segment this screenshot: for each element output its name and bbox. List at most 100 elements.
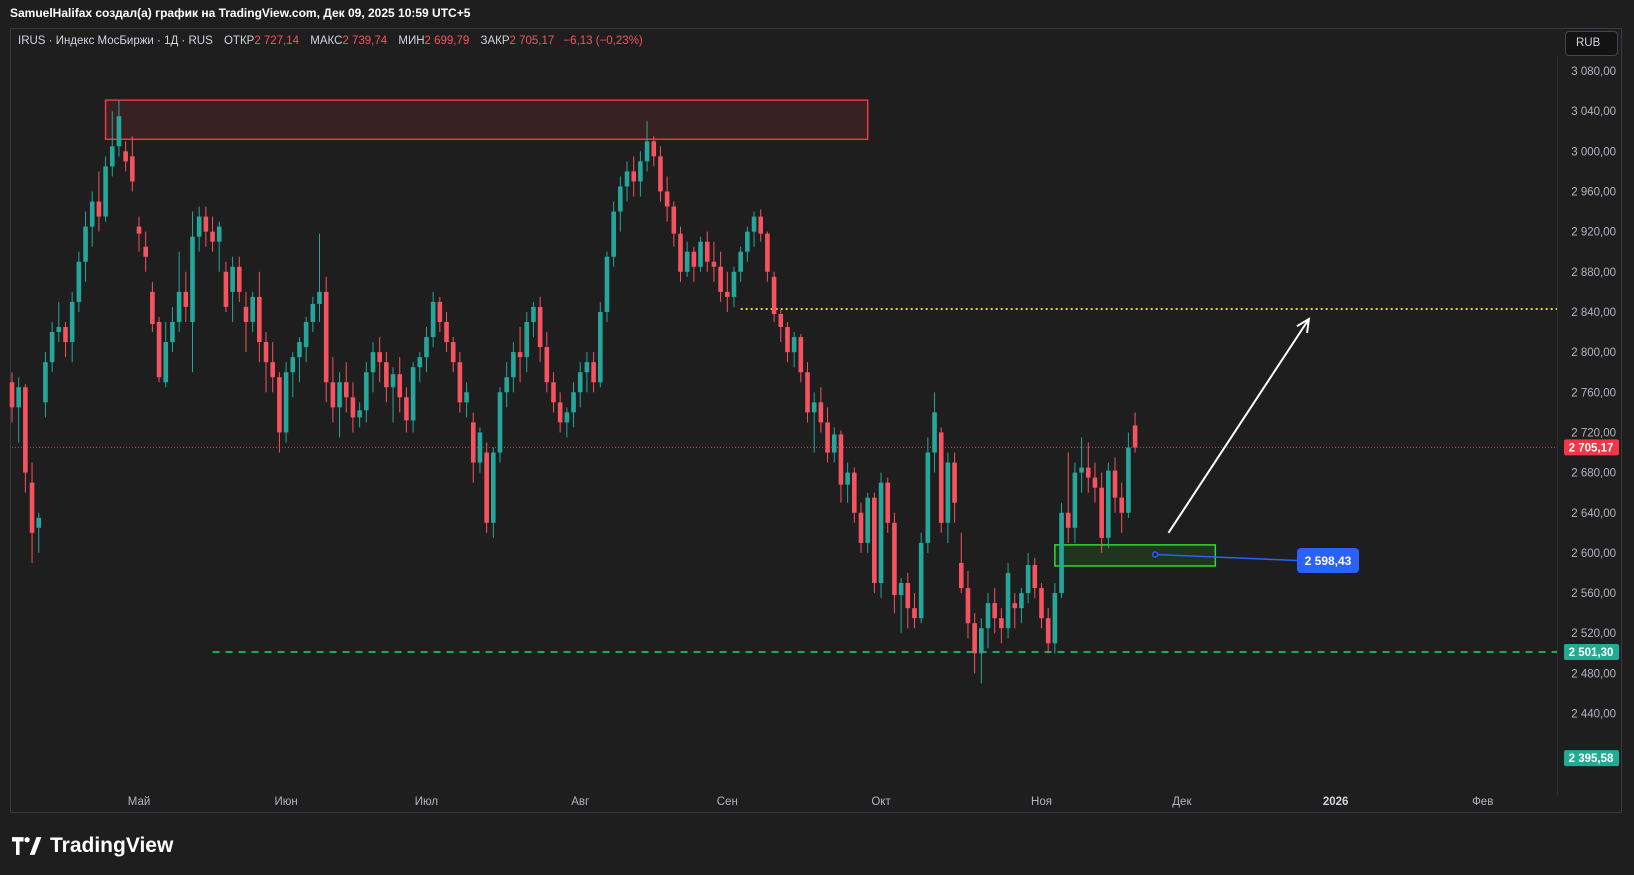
candle-body[interactable] <box>938 432 944 523</box>
candle-body[interactable] <box>384 362 389 388</box>
candle-body[interactable] <box>9 382 15 408</box>
candle-body[interactable] <box>56 327 62 333</box>
candle-body[interactable] <box>410 367 416 421</box>
candle-body[interactable] <box>156 322 162 378</box>
candle-body[interactable] <box>958 562 964 589</box>
candle-body[interactable] <box>577 372 583 393</box>
candle-body[interactable] <box>564 412 570 423</box>
candle-body[interactable] <box>831 434 837 453</box>
candle-body[interactable] <box>136 226 142 234</box>
candle-body[interactable] <box>912 608 917 619</box>
candle-body[interactable] <box>444 322 449 343</box>
candle-body[interactable] <box>704 241 710 262</box>
candle-body[interactable] <box>557 402 563 423</box>
candle-body[interactable] <box>210 231 215 242</box>
candle-body[interactable] <box>1019 593 1024 609</box>
candle-body[interactable] <box>190 236 195 322</box>
candle-body[interactable] <box>236 266 242 292</box>
candle-body[interactable] <box>36 517 42 528</box>
candle-body[interactable] <box>745 231 750 252</box>
candle-body[interactable] <box>631 171 637 182</box>
candle-body[interactable] <box>878 482 884 584</box>
candle-body[interactable] <box>330 382 336 408</box>
candle-body[interactable] <box>317 291 322 304</box>
candle-body[interactable] <box>116 116 122 147</box>
candle-body[interactable] <box>1106 470 1111 538</box>
candle-body[interactable] <box>758 216 764 234</box>
candle-body[interactable] <box>905 583 911 609</box>
candle-body[interactable] <box>16 387 21 408</box>
candle-body[interactable] <box>818 402 824 423</box>
candle-body[interactable] <box>537 306 543 348</box>
candle-body[interactable] <box>390 374 396 388</box>
candle-body[interactable] <box>731 271 737 297</box>
candle-body[interactable] <box>885 482 891 523</box>
candle-body[interactable] <box>257 296 262 343</box>
candle-body[interactable] <box>624 171 630 187</box>
candle-body[interactable] <box>658 156 663 192</box>
candle-body[interactable] <box>825 422 830 453</box>
candle-body[interactable] <box>845 472 850 485</box>
candle-body[interactable] <box>1052 593 1058 644</box>
candle-body[interactable] <box>1099 487 1104 538</box>
candle-body[interactable] <box>303 322 309 348</box>
candle-body[interactable] <box>23 387 28 473</box>
candle-body[interactable] <box>918 542 924 619</box>
candle-body[interactable] <box>491 452 496 523</box>
candle-body[interactable] <box>277 377 282 433</box>
candle-body[interactable] <box>29 482 35 533</box>
candle-body[interactable] <box>591 362 596 383</box>
candle-body[interactable] <box>524 322 530 358</box>
candle-body[interactable] <box>1072 472 1078 528</box>
candle-body[interactable] <box>223 271 229 307</box>
candle-body[interactable] <box>109 146 115 167</box>
candle-body[interactable] <box>69 301 75 343</box>
candle-body[interactable] <box>430 301 436 338</box>
candle-body[interactable] <box>43 362 48 403</box>
candle-body[interactable] <box>638 161 643 182</box>
candle-body[interactable] <box>1039 588 1044 619</box>
candle-body[interactable] <box>551 382 556 403</box>
candle-body[interactable] <box>898 583 904 596</box>
projection-arrow[interactable] <box>1167 318 1310 534</box>
candle-body[interactable] <box>424 337 429 358</box>
candle-body[interactable] <box>865 497 870 543</box>
candle-body[interactable] <box>96 201 102 217</box>
candle-body[interactable] <box>123 151 128 162</box>
candle-body[interactable] <box>1132 425 1138 448</box>
candle-body[interactable] <box>230 266 235 292</box>
candle-body[interactable] <box>584 362 590 373</box>
candle-body[interactable] <box>143 246 148 257</box>
candle-body[interactable] <box>1119 497 1125 513</box>
candle-body[interactable] <box>216 226 222 242</box>
candle-body[interactable] <box>150 291 155 325</box>
candle-body[interactable] <box>979 628 984 654</box>
candle-body[interactable] <box>437 301 443 322</box>
candle-body[interactable] <box>985 603 991 629</box>
candle-body[interactable] <box>999 618 1004 629</box>
candle-body[interactable] <box>357 410 362 418</box>
candle-body[interactable] <box>1045 618 1051 644</box>
candle-body[interactable] <box>130 156 135 182</box>
candle-body[interactable] <box>377 352 382 363</box>
candle-body[interactable] <box>925 452 931 543</box>
candle-body[interactable] <box>464 392 469 403</box>
candle-body[interactable] <box>945 462 951 523</box>
candle-body[interactable] <box>571 392 576 413</box>
candle-body[interactable] <box>196 216 202 237</box>
candle-body[interactable] <box>738 251 743 272</box>
candle-body[interactable] <box>1012 603 1018 609</box>
candle-body[interactable] <box>343 382 349 398</box>
candle-body[interactable] <box>724 291 730 297</box>
callout-anchor[interactable] <box>1151 551 1159 558</box>
candle-body[interactable] <box>270 362 276 378</box>
candle-body[interactable] <box>183 291 189 307</box>
candle-body[interactable] <box>838 434 844 485</box>
candle-body[interactable] <box>1065 512 1071 528</box>
candle-body[interactable] <box>203 216 209 232</box>
candle-body[interactable] <box>176 291 182 322</box>
candle-body[interactable] <box>250 296 255 322</box>
candle-body[interactable] <box>791 337 797 353</box>
candle-body[interactable] <box>892 522 897 596</box>
candle-body[interactable] <box>698 241 703 267</box>
